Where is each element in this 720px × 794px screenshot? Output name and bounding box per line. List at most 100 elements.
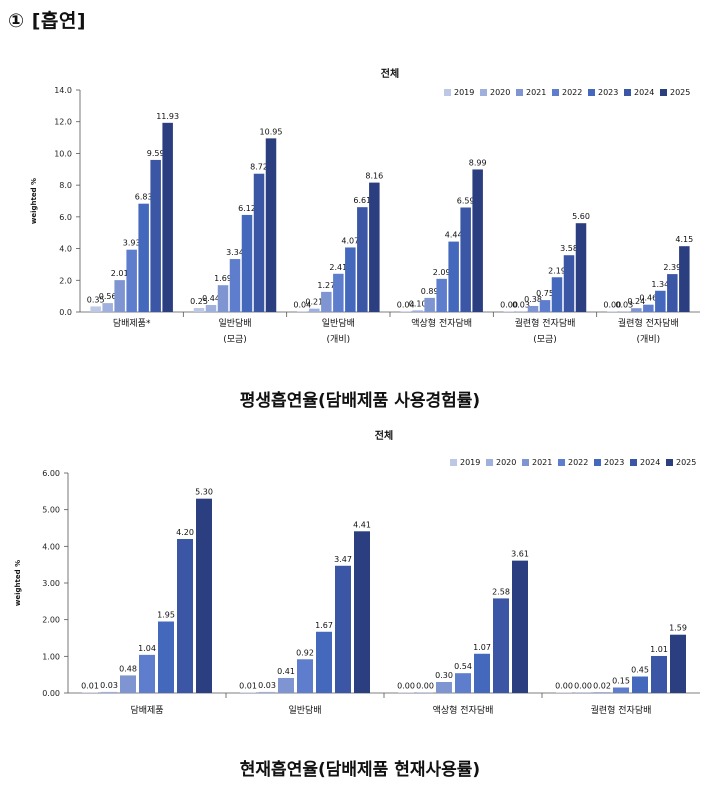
data-label: 4.44 xyxy=(445,231,463,240)
data-label: 3.58 xyxy=(560,244,578,253)
data-label: 4.41 xyxy=(353,520,371,529)
data-label: 0.44 xyxy=(202,294,220,303)
bar-2025 xyxy=(670,634,686,693)
bar-2022 xyxy=(436,278,447,312)
bar-2023 xyxy=(655,290,666,312)
data-label: 0.03 xyxy=(258,681,276,690)
data-label: 6.61 xyxy=(353,196,371,205)
bar-2021 xyxy=(217,285,229,312)
data-label: 0.24 xyxy=(627,297,645,306)
data-label: 1.69 xyxy=(214,274,232,283)
bar-2025 xyxy=(196,498,212,693)
y-tick-label: 8.0 xyxy=(59,181,72,190)
data-label: 0.46 xyxy=(639,294,657,303)
data-label: 1.67 xyxy=(315,621,333,630)
data-label: 0.45 xyxy=(631,666,649,675)
bar-2021 xyxy=(114,280,125,312)
bar-2021 xyxy=(527,305,539,312)
data-label: 0.01 xyxy=(81,681,99,690)
bar-2019 xyxy=(503,311,515,312)
data-label: 0.41 xyxy=(277,667,295,676)
data-label: 10.95 xyxy=(260,127,283,136)
y-tick-label: 14.0 xyxy=(54,86,72,95)
legend-swatch xyxy=(588,89,595,96)
data-label: 0.75 xyxy=(536,289,554,298)
legend-swatch xyxy=(522,459,529,466)
data-label: 0.02 xyxy=(593,681,611,690)
bar-2020 xyxy=(309,308,320,312)
data-label: 6.59 xyxy=(457,197,475,206)
bar-2024 xyxy=(493,598,509,693)
data-label: 3.34 xyxy=(226,248,244,257)
bar-2024 xyxy=(150,159,161,312)
current-smoking-caption: 현재흡연율(담배제품 현재사용률) xyxy=(239,760,481,780)
bar-2020 xyxy=(417,692,433,693)
legend-swatch xyxy=(660,89,667,96)
bar-2022 xyxy=(229,259,241,312)
data-label: 2.01 xyxy=(111,269,129,278)
data-label: 2.39 xyxy=(663,263,681,272)
data-label: 0.00 xyxy=(603,300,621,309)
data-label: 0.15 xyxy=(612,677,630,686)
bar-2023 xyxy=(632,676,648,693)
data-label: 5.30 xyxy=(195,488,213,497)
category-label: 액상형 전자담배 xyxy=(433,704,494,716)
legend-label: 2022 xyxy=(562,88,582,97)
data-label: 0.00 xyxy=(500,300,518,309)
category-label: 액상형 전자담배 xyxy=(411,317,472,329)
bar-2025 xyxy=(354,531,370,693)
legend-label: 2024 xyxy=(640,458,660,467)
data-label: 1.01 xyxy=(650,645,668,654)
bar-2025 xyxy=(162,122,173,313)
data-label: 4.07 xyxy=(341,236,359,245)
bar-2023 xyxy=(316,631,332,693)
data-label: 2.58 xyxy=(492,587,510,596)
category-label: (모금) xyxy=(223,334,247,345)
y-tick-label: 1.00 xyxy=(42,652,60,661)
bar-2025 xyxy=(472,169,483,312)
y-tick-label: 2.00 xyxy=(42,616,60,625)
data-label: 0.03 xyxy=(512,300,530,309)
bar-2024 xyxy=(177,539,193,693)
bar-2023 xyxy=(158,621,174,693)
bar-2021 xyxy=(436,682,452,693)
category-label: (모금) xyxy=(533,334,557,345)
y-tick-label: 6.00 xyxy=(42,469,60,478)
data-label: 0.03 xyxy=(615,300,633,309)
y-tick-label: 3.00 xyxy=(42,579,60,588)
y-tick-label: 12.0 xyxy=(54,118,72,127)
bar-2024 xyxy=(253,173,265,312)
bar-2022 xyxy=(613,687,629,693)
lifetime-smoking-caption: 평생흡연율(담배제품 사용경험률) xyxy=(239,391,481,411)
data-label: 0.56 xyxy=(99,292,117,301)
data-label: 8.99 xyxy=(469,158,487,167)
legend-label: 2024 xyxy=(634,88,654,97)
bar-2019 xyxy=(398,692,414,693)
category-label: 일반담배 xyxy=(288,704,321,716)
data-label: 1.34 xyxy=(651,280,669,289)
category-label: 담배제품* xyxy=(113,317,151,329)
bar-2021 xyxy=(321,291,332,312)
category-label: 궐련형 전자담배 xyxy=(618,317,679,329)
data-label: 0.21 xyxy=(305,298,323,307)
bar-2020 xyxy=(259,691,275,693)
y-tick-label: 0.00 xyxy=(42,689,60,698)
y-tick-label: 4.00 xyxy=(42,542,60,551)
bar-2024 xyxy=(335,565,351,693)
legend-label: 2021 xyxy=(526,88,546,97)
y-axis-label: weighted % xyxy=(30,178,38,224)
data-label: 0.03 xyxy=(100,681,118,690)
bar-2021 xyxy=(424,297,435,312)
y-axis-label: weighted % xyxy=(14,560,22,606)
data-label: 8.16 xyxy=(365,172,383,181)
data-label: 1.95 xyxy=(157,611,175,620)
data-label: 0.00 xyxy=(574,681,592,690)
legend-swatch xyxy=(444,89,451,96)
bar-2020 xyxy=(101,691,117,693)
bar-2025 xyxy=(679,246,690,312)
data-label: 3.61 xyxy=(511,550,529,559)
bar-2022 xyxy=(333,273,344,312)
bar-2021 xyxy=(120,675,136,693)
legend-label: 2025 xyxy=(670,88,690,97)
legend-swatch xyxy=(450,459,457,466)
